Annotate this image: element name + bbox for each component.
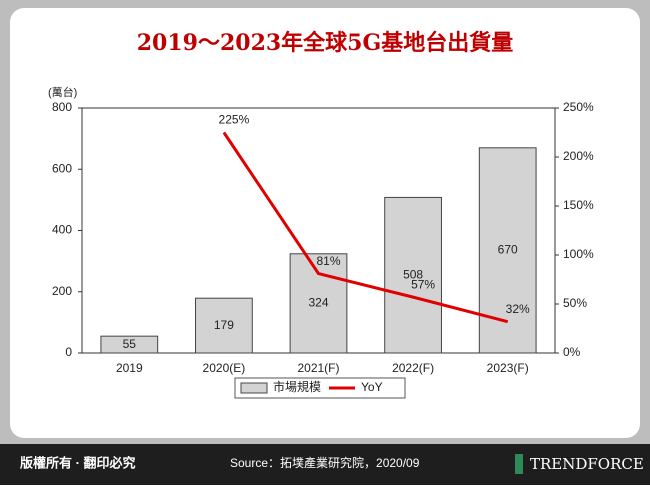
- source: Source：拓墣產業研究院，2020/09: [230, 455, 420, 470]
- bar-value-label: 55: [123, 337, 137, 351]
- x-tick-label: 2019: [116, 361, 143, 375]
- line-value-label: 32%: [506, 302, 530, 316]
- copyright: 版權所有 · 翻印必究: [20, 455, 136, 470]
- line-value-label: 81%: [316, 254, 340, 268]
- footer-bar: [0, 444, 650, 485]
- legend-box: [234, 377, 406, 399]
- legend-label: 市場規模: [273, 379, 321, 394]
- y2-tick-label: 100%: [563, 247, 594, 261]
- y2-tick-label: 0%: [563, 345, 581, 359]
- brand: TRENDFORCE: [530, 455, 644, 473]
- y-tick-label: 600: [52, 161, 72, 175]
- bar: [195, 297, 253, 354]
- legend-swatch: [240, 382, 268, 394]
- bar: [289, 253, 348, 354]
- bar: [100, 335, 159, 354]
- y-axis-label: (萬台): [48, 85, 77, 99]
- y-tick-label: 800: [52, 100, 72, 114]
- bar-value-label: 508: [403, 267, 423, 281]
- line-value-label: 57%: [411, 277, 435, 291]
- bar-value-label: 324: [308, 296, 328, 310]
- bar: [478, 147, 537, 354]
- yoy-line: [222, 131, 509, 324]
- bar-value-label: 670: [498, 243, 518, 257]
- y-tick-label: 400: [52, 223, 72, 237]
- y2-tick-label: 200%: [563, 149, 594, 163]
- brand-logo: [515, 454, 523, 474]
- y2-tick-label: 150%: [563, 198, 594, 212]
- bar: [384, 196, 442, 354]
- x-tick-label: 2022(F): [392, 361, 434, 375]
- x-tick-label: 2021(F): [297, 361, 339, 375]
- chart-title: 2019～2023年全球5G基地台出貨量: [137, 30, 514, 56]
- y-tick-label: 200: [52, 284, 72, 298]
- x-tick-label: 2020(E): [203, 361, 246, 375]
- y-tick-label: 0: [65, 345, 72, 359]
- legend-label: YoY: [361, 380, 383, 394]
- line-value-label: 225%: [219, 113, 250, 127]
- x-tick-label: 2023(F): [487, 361, 529, 375]
- y2-tick-label: 250%: [563, 100, 594, 114]
- y2-tick-label: 50%: [563, 296, 587, 310]
- bar-value-label: 179: [214, 318, 234, 332]
